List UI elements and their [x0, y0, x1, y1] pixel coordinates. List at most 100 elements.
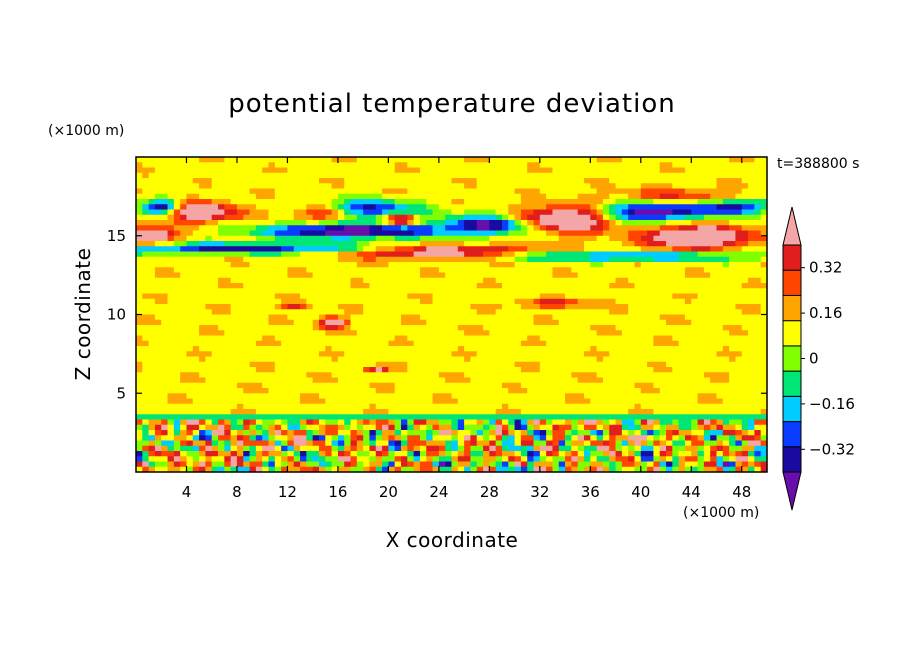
heatmap-cell — [394, 430, 402, 436]
heatmap-cell — [527, 225, 535, 232]
heatmap-cell — [577, 251, 585, 258]
heatmap-cell — [602, 162, 610, 169]
heatmap-cell — [154, 209, 162, 216]
heatmap-cell — [262, 246, 270, 253]
heatmap-cell — [375, 340, 383, 347]
heatmap-cell — [375, 293, 383, 300]
heatmap-cell — [224, 440, 232, 447]
heatmap-cell — [268, 314, 276, 321]
heatmap-cell — [445, 319, 453, 326]
heatmap-cell — [451, 241, 459, 247]
heatmap-cell — [596, 235, 604, 242]
heatmap-cell — [533, 162, 541, 169]
heatmap-cell — [300, 188, 307, 195]
heatmap-cell — [224, 235, 232, 242]
heatmap-cell — [337, 325, 345, 331]
heatmap-cell — [621, 209, 629, 216]
heatmap-cell — [438, 193, 446, 200]
heatmap-cell — [344, 298, 352, 305]
heatmap-cell — [615, 361, 623, 368]
heatmap-cell — [565, 277, 572, 284]
heatmap-cell — [293, 288, 301, 295]
heatmap-cell — [192, 214, 200, 221]
heatmap-cell — [262, 356, 270, 363]
heatmap-cell — [369, 157, 377, 163]
heatmap-cell — [584, 430, 591, 436]
heatmap-cell — [647, 246, 655, 253]
heatmap-cell — [539, 466, 547, 472]
heatmap-cell — [457, 356, 465, 363]
heatmap-cell — [337, 414, 345, 421]
heatmap-cell — [558, 451, 566, 457]
heatmap-cell — [438, 440, 446, 447]
heatmap-cell — [419, 388, 427, 394]
heatmap-cell — [211, 209, 219, 216]
heatmap-cell — [602, 466, 610, 472]
heatmap-cell — [552, 419, 560, 426]
heatmap-cell — [142, 172, 150, 179]
heatmap-cell — [457, 283, 465, 289]
heatmap-cell — [388, 424, 396, 431]
heatmap-cell — [249, 246, 257, 253]
heatmap-cell — [274, 314, 282, 321]
heatmap-cell — [653, 330, 661, 337]
heatmap-cell — [602, 304, 610, 310]
heatmap-cell — [293, 251, 301, 258]
heatmap-cell — [218, 409, 225, 415]
heatmap-cell — [413, 183, 421, 190]
heatmap-cell — [426, 209, 434, 216]
heatmap-cell — [407, 267, 415, 274]
heatmap-cell — [489, 283, 497, 289]
heatmap-cell — [262, 335, 270, 342]
heatmap-cell — [369, 372, 377, 379]
heatmap-cell — [388, 466, 396, 472]
heatmap-cell — [243, 356, 251, 363]
heatmap-cell — [514, 466, 522, 472]
heatmap-cell — [584, 330, 591, 337]
heatmap-cell — [382, 220, 389, 226]
heatmap-cell — [154, 461, 162, 468]
heatmap-cell — [501, 230, 509, 237]
heatmap-cell — [306, 388, 314, 394]
heatmap-cell — [167, 414, 175, 421]
heatmap-cell — [438, 456, 446, 463]
heatmap-cell — [483, 304, 490, 310]
heatmap-cell — [331, 304, 339, 310]
heatmap-cell — [451, 193, 459, 200]
heatmap-cell — [192, 361, 200, 368]
heatmap-cell — [445, 241, 453, 247]
heatmap-cell — [426, 199, 434, 205]
heatmap-cell — [407, 361, 415, 368]
heatmap-cell — [230, 309, 238, 316]
heatmap-cell — [602, 183, 610, 190]
heatmap-cell — [413, 346, 421, 352]
heatmap-cell — [331, 246, 339, 253]
heatmap-cell — [470, 172, 478, 179]
heatmap-cell — [142, 214, 150, 221]
heatmap-cell — [211, 393, 219, 400]
heatmap-cell — [274, 414, 282, 421]
heatmap-cell — [154, 298, 162, 305]
heatmap-cell — [653, 183, 661, 190]
heatmap-cell — [520, 162, 528, 169]
heatmap-cell — [211, 162, 219, 169]
heatmap-cell — [318, 157, 326, 163]
heatmap-cell — [192, 340, 200, 347]
heatmap-cell — [331, 393, 339, 400]
heatmap-cell — [262, 183, 270, 190]
heatmap-cell — [300, 466, 307, 472]
heatmap-cell — [375, 445, 383, 452]
heatmap-cell — [375, 277, 383, 284]
heatmap-cell — [224, 256, 232, 263]
heatmap-cell — [590, 393, 598, 400]
heatmap-cell — [470, 298, 478, 305]
heatmap-cell — [533, 225, 541, 232]
heatmap-cell — [154, 435, 162, 442]
heatmap-cell — [148, 419, 156, 426]
heatmap-cell — [565, 214, 572, 221]
heatmap-cell — [470, 346, 478, 352]
heatmap-cell — [520, 309, 528, 316]
heatmap-cell — [249, 325, 257, 331]
heatmap-cell — [363, 251, 371, 258]
heatmap-cell — [615, 430, 623, 436]
